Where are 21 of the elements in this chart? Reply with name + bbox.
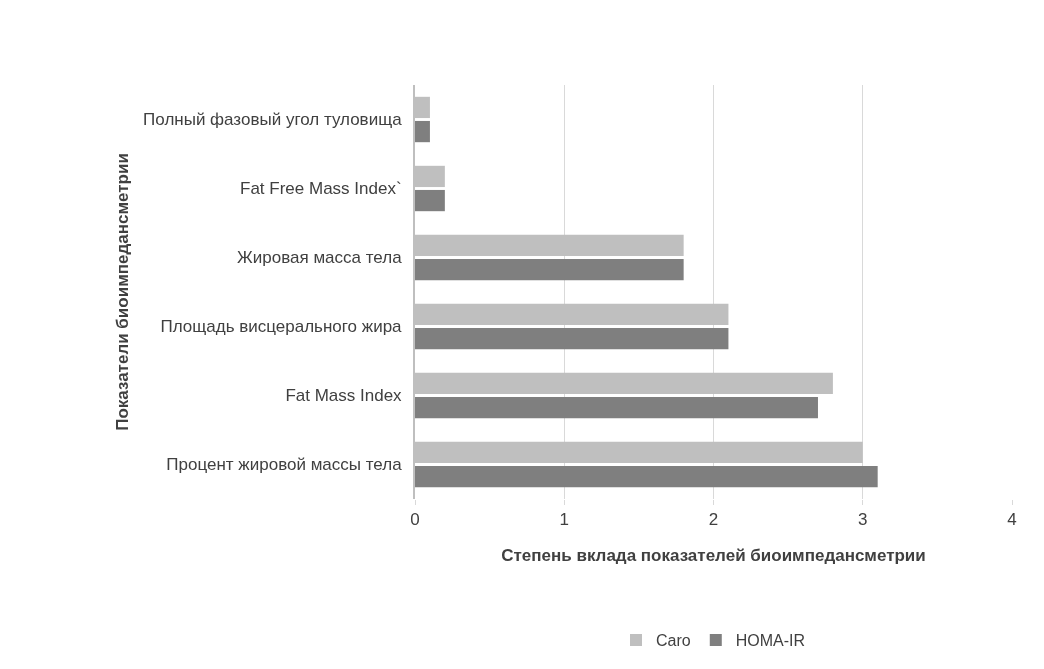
bar: [415, 396, 818, 419]
y-tick-label: Fat Free Mass Index`: [240, 179, 402, 199]
x-tick-label: 2: [708, 510, 719, 530]
bar: [415, 258, 684, 281]
y-axis-title: Показатели биоимпедансметрии: [113, 153, 133, 431]
bar: [415, 120, 430, 143]
legend-label: Caro: [656, 632, 691, 650]
bar: [415, 189, 445, 212]
y-tick-label: Процент жировой массы тела: [166, 455, 403, 475]
x-tick-label: 3: [858, 510, 868, 530]
y-tick-label: Площадь висцерального жира: [160, 317, 403, 337]
x-axis-title: Степень вклада показателей биоимпедансметрии: [501, 545, 926, 565]
y-tick-label: Жировая масса тела: [237, 248, 403, 268]
x-tick-label: 1: [559, 510, 569, 530]
y-tick-label: Полный фазовый угол туловища: [143, 110, 403, 130]
y-tick-label: Fat Mass Index: [285, 386, 403, 406]
bar: [415, 465, 878, 488]
x-tick-label: 0: [410, 510, 420, 530]
x-tick-label: 4: [1007, 510, 1017, 530]
bar: [415, 327, 729, 350]
legend-label: HOMA-IR: [735, 632, 806, 650]
